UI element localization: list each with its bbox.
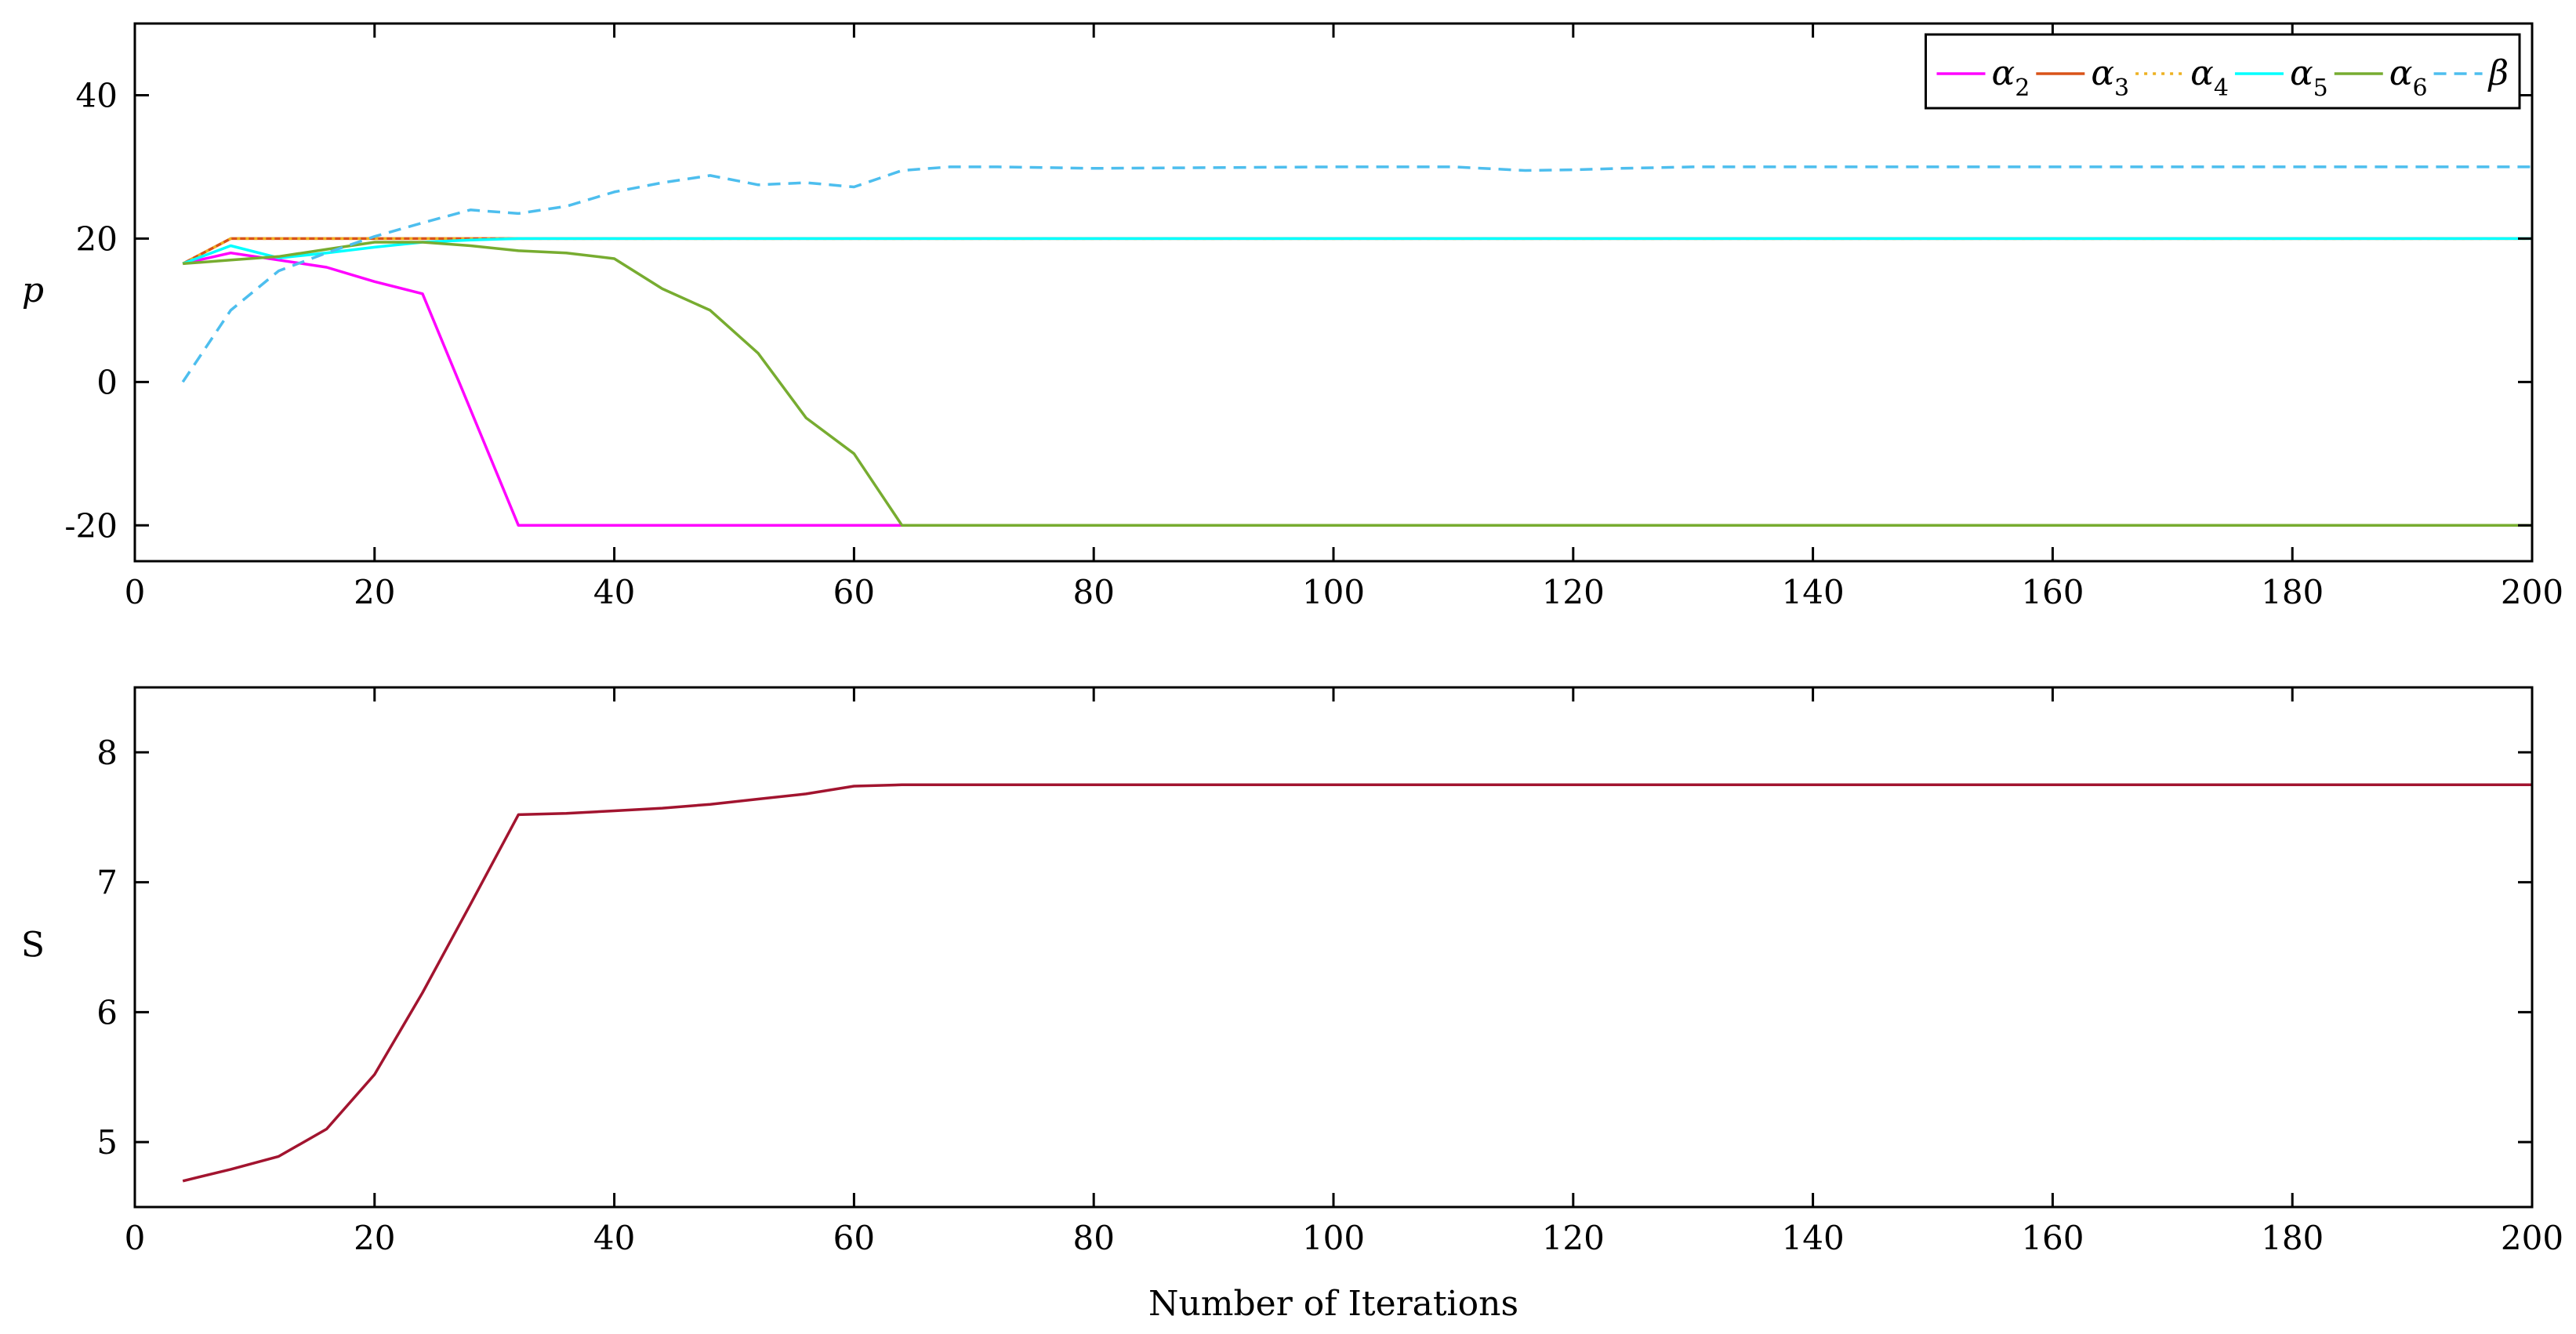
x-tick-label: 20 <box>354 573 395 611</box>
legend-box <box>1925 33 2521 110</box>
x-tick-label: 20 <box>354 1219 395 1257</box>
series-line-α2 <box>182 251 2532 527</box>
x-tick-label: 120 <box>1542 573 1605 611</box>
y-tick-label: 6 <box>96 993 118 1031</box>
y-axis-label: S <box>21 926 45 966</box>
legend-subscript: 3 <box>2114 74 2129 102</box>
legend-subscript: 4 <box>2214 74 2229 102</box>
x-tick-label: 140 <box>1782 573 1845 611</box>
x-axis-label: Number of Iterations <box>1148 1284 1518 1324</box>
y-axis-label: p <box>22 270 44 310</box>
legend-item-β: β <box>2433 53 2509 93</box>
x-tick-label: 60 <box>833 573 875 611</box>
series-line-α6 <box>183 241 2532 527</box>
x-tick-label: 160 <box>2021 573 2084 611</box>
legend-subscript: 5 <box>2313 74 2328 102</box>
axes-frame <box>133 686 2534 1209</box>
series-group <box>182 783 2532 1183</box>
series-line-s0 <box>182 783 2532 1183</box>
x-tick-label: 100 <box>1302 1219 1365 1257</box>
x-tick-label: 80 <box>1072 573 1114 611</box>
series-group <box>181 165 2532 527</box>
y-tick-label: 20 <box>76 219 118 258</box>
y-tick-label: 7 <box>96 864 118 902</box>
x-tick-label: 40 <box>593 1219 635 1257</box>
legend: α2 α3 α4 α5 α6 β <box>1925 33 2521 110</box>
x-tick-label: 180 <box>2261 573 2324 611</box>
y-tick-label: -20 <box>64 506 118 545</box>
x-tick-label: 0 <box>125 573 146 611</box>
x-tick-label: 200 <box>2501 1219 2563 1257</box>
y-tick-label: 5 <box>96 1123 118 1162</box>
legend-label: β <box>2487 53 2509 93</box>
x-tick-label: 140 <box>1782 1219 1845 1257</box>
series-line-α5 <box>182 237 2532 266</box>
x-tick-label: 200 <box>2501 573 2563 611</box>
x-tick-label: 120 <box>1542 1219 1605 1257</box>
y-tick-label: 8 <box>96 734 118 772</box>
x-tick-label: 160 <box>2021 1219 2084 1257</box>
x-tick-label: 0 <box>125 1219 146 1257</box>
legend-subscript: 6 <box>2412 74 2427 102</box>
x-tick-label: 80 <box>1072 1219 1114 1257</box>
legend-subscript: 2 <box>2015 74 2030 102</box>
x-tick-label: 60 <box>833 1219 875 1257</box>
series-line-β <box>181 165 2532 383</box>
x-tick-label: 40 <box>593 573 635 611</box>
y-tick-label: 40 <box>76 76 118 114</box>
s-plot: 0 20 40 60 80 100 120 140 160 180 200 5 6 7 8 S Number o… <box>21 686 2563 1324</box>
x-tick-label: 180 <box>2261 1219 2324 1257</box>
y-tick-label: 0 <box>96 363 118 401</box>
x-tick-label: 100 <box>1302 573 1365 611</box>
